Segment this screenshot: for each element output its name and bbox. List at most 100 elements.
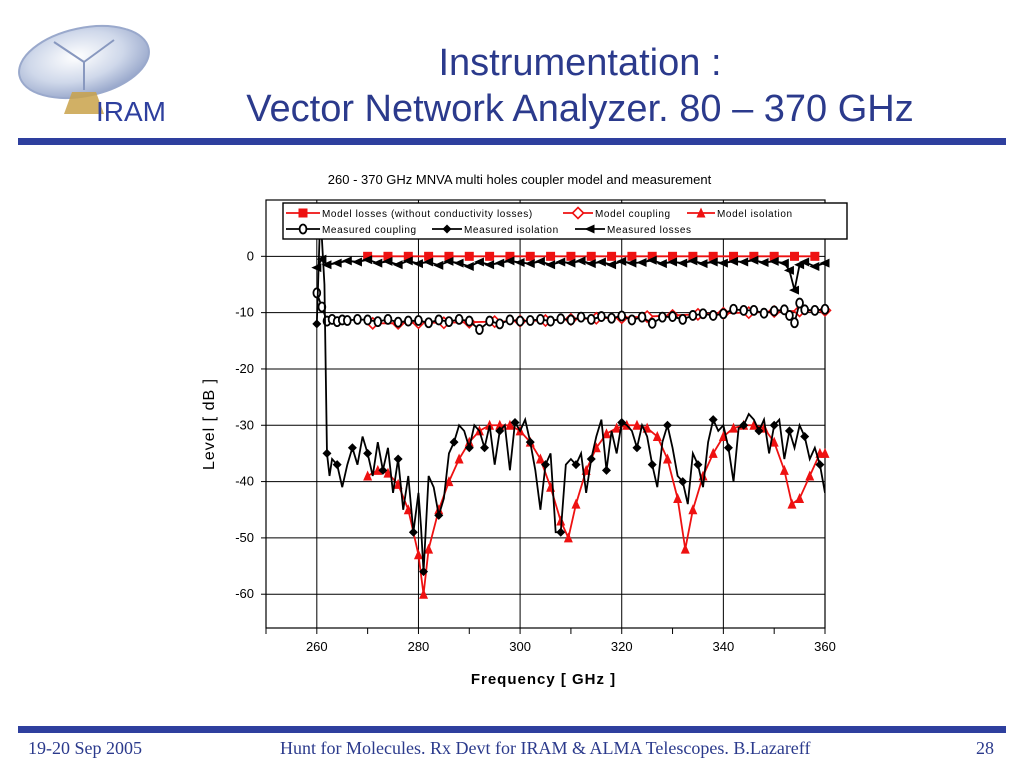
data-point — [413, 549, 423, 560]
data-point — [739, 304, 748, 316]
data-point — [403, 504, 413, 515]
data-point — [541, 460, 550, 470]
data-point — [546, 315, 555, 327]
data-point — [444, 476, 454, 487]
data-point — [373, 464, 383, 475]
data-point — [805, 470, 815, 481]
data-point — [820, 303, 830, 315]
data-point — [504, 256, 515, 266]
data-point — [729, 422, 739, 433]
data-point — [616, 256, 627, 266]
data-point — [434, 510, 444, 520]
data-point — [475, 324, 484, 335]
data-point — [697, 259, 708, 269]
data-point — [332, 460, 342, 470]
x-tick-label: 320 — [611, 639, 633, 654]
data-point — [647, 460, 657, 470]
legend-marker — [584, 224, 595, 234]
y-tick-label: -50 — [235, 530, 254, 545]
data-point — [555, 257, 566, 267]
data-point — [678, 313, 688, 325]
data-point — [687, 256, 698, 266]
x-tick-label: 360 — [814, 639, 836, 654]
data-point — [485, 315, 494, 327]
data-point — [607, 312, 616, 324]
data-point — [769, 420, 779, 430]
x-tick-label: 260 — [306, 639, 328, 654]
data-point — [351, 257, 362, 267]
footer-text: Hunt for Molecules. Rx Devt for IRAM & A… — [280, 738, 811, 758]
data-point — [688, 251, 698, 261]
data-point — [535, 453, 545, 464]
data-point — [443, 256, 454, 266]
data-point — [693, 460, 703, 470]
data-point — [433, 260, 444, 270]
legend-marker — [298, 208, 308, 218]
data-point — [656, 259, 667, 269]
data-point — [382, 256, 393, 266]
legend-label: Model isolation — [717, 209, 793, 220]
x-tick-label: 300 — [509, 639, 531, 654]
data-point — [316, 254, 327, 264]
logo-text: IRAM — [96, 96, 166, 127]
data-point — [341, 256, 352, 266]
data-point — [627, 251, 637, 261]
data-point — [719, 308, 728, 320]
data-point — [565, 258, 576, 268]
data-point — [362, 255, 373, 265]
data-point — [545, 260, 556, 270]
data-point — [454, 313, 464, 325]
data-point — [556, 527, 566, 537]
data-point — [787, 498, 797, 509]
y-tick-label: -10 — [235, 305, 254, 320]
data-point — [698, 308, 708, 320]
data-point — [707, 257, 718, 267]
data-point — [353, 313, 362, 325]
data-point — [373, 316, 383, 328]
data-point — [759, 307, 769, 319]
data-point — [484, 260, 495, 270]
data-point — [363, 251, 373, 261]
data-point — [617, 417, 627, 427]
data-point — [790, 251, 800, 261]
data-point — [321, 260, 332, 270]
data-point — [739, 420, 749, 430]
data-point — [637, 311, 647, 323]
data-point — [444, 316, 454, 328]
data-point — [576, 311, 586, 323]
data-point — [392, 260, 403, 270]
y-tick-label: -60 — [235, 586, 254, 601]
legend-label: Model coupling — [595, 209, 671, 220]
page-number: 28 — [976, 738, 994, 758]
data-point — [571, 498, 581, 509]
data-point — [601, 428, 611, 439]
data-point — [363, 448, 373, 458]
data-point — [473, 257, 484, 267]
data-point — [626, 258, 637, 268]
data-point — [383, 313, 393, 325]
x-axis-label: Frequency [ GHz ] — [471, 671, 616, 688]
data-point — [372, 258, 383, 268]
data-point — [723, 443, 733, 453]
data-point — [778, 258, 789, 268]
y-axis-label: Level [ dB ] — [201, 378, 218, 470]
data-point — [652, 431, 662, 442]
data-point — [612, 422, 622, 433]
data-point — [505, 314, 515, 326]
data-point — [780, 304, 789, 316]
data-point — [688, 504, 698, 515]
data-point — [749, 251, 759, 261]
data-point — [515, 315, 525, 327]
data-point — [667, 257, 678, 267]
data-point — [800, 304, 809, 316]
data-point — [312, 319, 322, 329]
data-point — [784, 426, 794, 436]
data-point — [505, 251, 515, 261]
data-point — [453, 258, 464, 268]
data-point — [412, 259, 423, 269]
chart-plot: 260 280 300 320 340 360 0 -10 -20 -30 -40 -50 -60 260… — [201, 172, 848, 688]
data-point — [627, 314, 637, 326]
data-point — [708, 310, 718, 321]
data-point — [383, 251, 393, 261]
data-point — [717, 258, 728, 268]
